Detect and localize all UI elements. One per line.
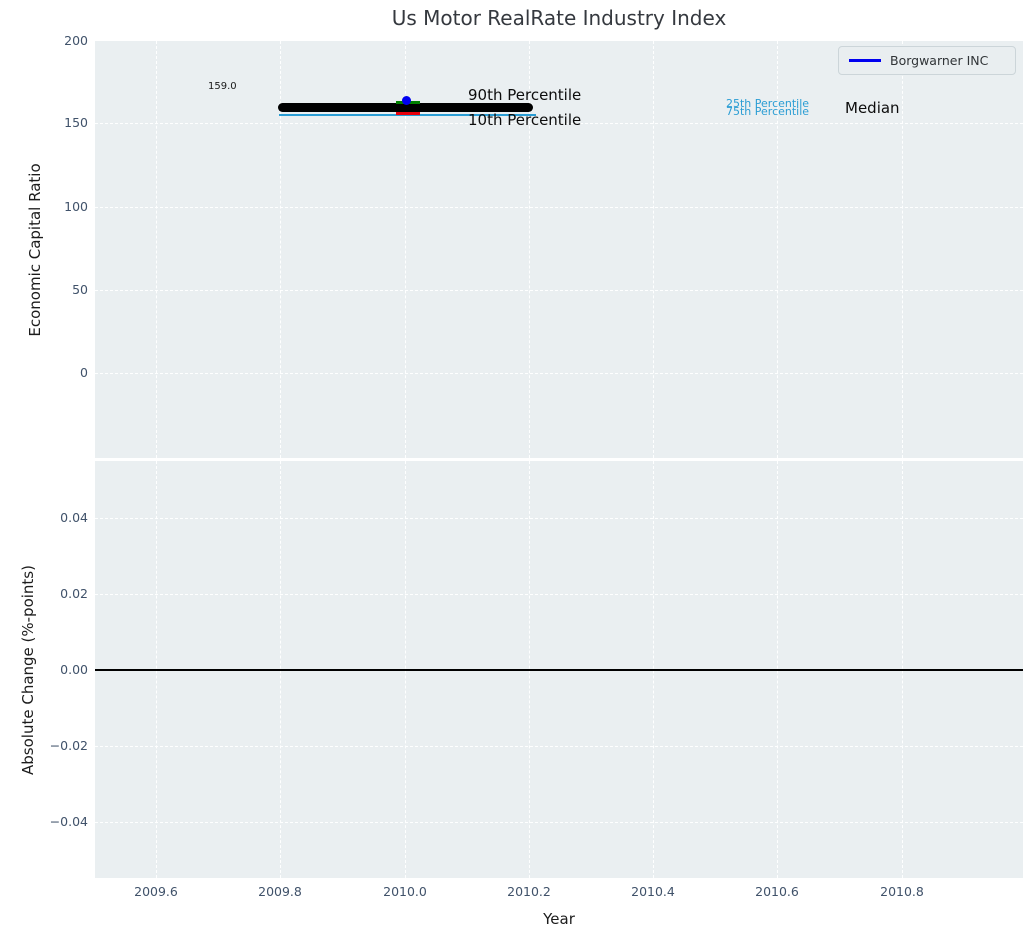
gridline-h: [95, 518, 1023, 519]
legend-label: Borgwarner INC: [890, 53, 989, 68]
company-value-marker: [396, 112, 420, 115]
y-tick-label: 0.00: [60, 662, 88, 677]
gridline-v: [777, 41, 778, 458]
y-tick-label: 0.04: [60, 510, 88, 525]
y-tick-label: −0.02: [49, 738, 88, 753]
gridline-h: [95, 822, 1023, 823]
y-tick-label: 200: [64, 33, 88, 48]
gridline-v: [280, 41, 281, 458]
y-tick-label: 50: [72, 282, 88, 297]
y-axis-label-bottom: Absolute Change (%-points): [19, 565, 37, 775]
annotation-90th-percentile: 90th Percentile: [468, 86, 582, 104]
gridline-h: [95, 123, 1023, 124]
top-plot-area: 159.0 90th Percentile 10th Percentile 25…: [95, 41, 1023, 458]
gridline-h: [95, 290, 1023, 291]
gridline-v: [653, 41, 654, 458]
chart-title: Us Motor RealRate Industry Index: [391, 6, 727, 30]
gridline-h: [95, 594, 1023, 595]
annotation-value: 159.0: [208, 81, 237, 92]
x-tick-label: 2010.8: [880, 884, 924, 899]
x-tick-label: 2009.6: [134, 884, 178, 899]
y-tick-label: 0.02: [60, 586, 88, 601]
gridline-v: [902, 41, 903, 458]
y-tick-label: −0.04: [49, 814, 88, 829]
annotation-10th-percentile: 10th Percentile: [468, 111, 582, 129]
y-axis-label-top: Economic Capital Ratio: [26, 163, 44, 337]
zero-change-line: [95, 669, 1023, 671]
y-tick-label: 150: [64, 115, 88, 130]
x-tick-label: 2010.6: [755, 884, 799, 899]
gridline-h: [95, 746, 1023, 747]
x-tick-label: 2010.0: [383, 884, 427, 899]
y-tick-label: 0: [80, 365, 88, 380]
gridline-v: [529, 41, 530, 458]
x-tick-label: 2009.8: [258, 884, 302, 899]
x-tick-label: 2010.2: [507, 884, 551, 899]
annotation-75th-percentile: 75th Percentile: [726, 104, 810, 118]
gridline-h: [95, 373, 1023, 374]
y-tick-label: 100: [64, 199, 88, 214]
company-point: [402, 96, 411, 105]
x-axis-label: Year: [543, 910, 575, 928]
legend-box: Borgwarner INC: [838, 46, 1016, 75]
annotation-25th-percentile: 25th Percentile: [726, 97, 810, 110]
percentile-10-90-line: [278, 103, 533, 112]
legend-line-sample: [849, 59, 881, 62]
gridline-v: [156, 41, 157, 458]
percentile-25-75-line: [279, 114, 536, 116]
gridline-v: [405, 41, 406, 458]
gridline-h: [95, 207, 1023, 208]
x-tick-label: 2010.4: [631, 884, 675, 899]
bottom-plot-area: [95, 461, 1023, 878]
annotation-median: Median: [845, 99, 900, 117]
